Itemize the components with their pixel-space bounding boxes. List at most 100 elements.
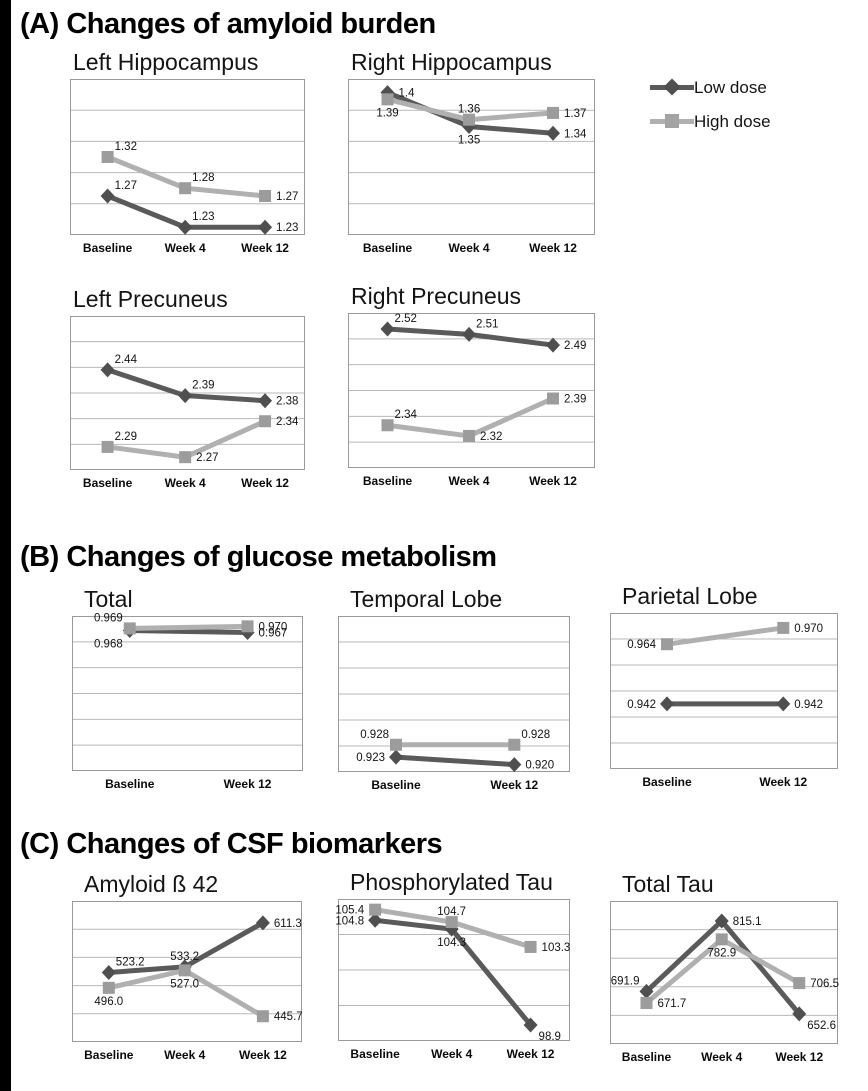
section-c-title: (C) Changes of CSF biomarkers — [20, 828, 443, 860]
x-axis-label: Baseline — [362, 241, 413, 255]
data-point-label: 496.0 — [94, 996, 123, 1008]
data-point-marker — [508, 738, 521, 751]
data-point-marker — [777, 621, 790, 634]
data-point-marker — [240, 625, 255, 641]
data-point-label: 0.970 — [794, 623, 823, 635]
data-point-marker — [507, 757, 522, 773]
x-axis-label: Week 12 — [241, 241, 289, 255]
data-point-marker — [241, 620, 254, 633]
plot-border — [70, 79, 305, 235]
x-axis-label: Baseline — [642, 775, 692, 789]
chart-title: Right Precuneus — [351, 283, 522, 309]
data-point-marker — [462, 118, 477, 134]
series-line-high-dose — [127, 623, 251, 631]
x-axis-label: Baseline — [82, 476, 133, 490]
chart-temporal-lobe: Temporal Lobe 0.923 0.920 0.928 0.928 Basel… — [338, 587, 570, 798]
chart-svg: 104.8 104.3 98.9 105.4 104.7 103.3 — [335, 899, 570, 1043]
chart-title: Left Precuneus — [73, 286, 228, 312]
chart-svg: 0.968 0.967 0.969 0.970 — [72, 612, 303, 771]
chart-svg: 1.4 1.35 1.34 1.39 1.36 1.37 — [348, 79, 595, 235]
data-point-label: 1.35 — [458, 134, 480, 146]
chart-svg: 0.923 0.920 0.928 0.928 — [338, 616, 570, 773]
data-point-marker — [463, 113, 476, 126]
data-point-label: 523.2 — [116, 957, 145, 969]
data-point-label: 533.2 — [170, 951, 199, 963]
data-point-label: 1.34 — [564, 128, 587, 140]
data-point-label: 2.34 — [276, 416, 299, 428]
x-axis-labels: Baseline Week 12 — [610, 775, 838, 795]
data-point-label: 691.9 — [611, 975, 640, 987]
data-point-marker — [462, 326, 477, 342]
data-point-label: 0.928 — [521, 729, 550, 741]
data-point-label: 1.4 — [399, 88, 416, 100]
x-axis-labels: Baseline Week 4 Week 12 — [348, 474, 595, 494]
series-line-high-dose — [664, 625, 786, 647]
data-point-label: 1.32 — [115, 141, 137, 153]
data-point-label: 0.920 — [525, 760, 554, 772]
data-point-marker — [369, 903, 382, 916]
x-axis-labels: Baseline Week 12 — [72, 777, 303, 797]
plot-area: 2.44 2.39 2.38 2.29 2.27 2.34 — [70, 316, 305, 470]
x-axis-label: Week 12 — [506, 1047, 555, 1061]
chart-phosphorylated-tau: Phosphorylated Tau 104.8 104.3 98.9 105.4 10… — [335, 869, 570, 1067]
data-point-label: 0.964 — [627, 639, 656, 651]
data-point-marker — [179, 451, 192, 464]
data-point-label: 611.3 — [274, 918, 302, 930]
plot-border — [610, 613, 838, 769]
series-line-high-dose — [106, 967, 266, 1019]
data-point-label: 0.970 — [259, 621, 288, 633]
data-point-marker — [179, 182, 192, 195]
plot-area: 1.4 1.35 1.34 1.39 1.36 1.37 — [348, 79, 595, 235]
x-axis-label: Week 12 — [759, 775, 808, 789]
chart-left-hippocampus: Left Hippocampus 1.27 1.23 1.23 1.32 1.28 1.2… — [70, 50, 305, 261]
x-axis-labels: Baseline Week 12 — [338, 778, 570, 798]
legend-item-low-dose: Low dose — [650, 74, 771, 101]
data-point-marker — [178, 964, 191, 977]
data-point-marker — [714, 913, 729, 929]
plot-border — [338, 616, 570, 772]
chart-svg: 2.52 2.51 2.49 2.34 2.32 2.39 — [348, 313, 595, 468]
x-axis-label: Baseline — [362, 474, 413, 488]
chart-title: Phosphorylated Tau — [350, 869, 553, 895]
data-point-marker — [381, 93, 394, 106]
data-point-label: 2.29 — [115, 431, 137, 443]
x-axis-label: Week 12 — [529, 241, 577, 255]
data-point-label: 1.23 — [276, 222, 298, 234]
plot-area: 691.9 815.1 652.6 671.7 782.9 706.5 — [610, 901, 839, 1044]
data-point-label: 0.968 — [94, 638, 123, 650]
data-point-label: 104.3 — [437, 937, 466, 949]
data-point-marker — [715, 933, 728, 946]
data-point-label: 105.4 — [335, 905, 364, 917]
data-point-marker — [546, 337, 561, 353]
x-axis-label: Week 12 — [775, 1050, 824, 1064]
data-point-marker — [381, 419, 394, 432]
data-point-label: 2.51 — [476, 318, 498, 330]
plot-border — [70, 316, 305, 470]
data-point-label: 104.8 — [335, 915, 364, 927]
data-point-label: 2.39 — [192, 380, 214, 392]
data-point-label: 0.923 — [356, 752, 385, 764]
data-point-marker — [444, 921, 459, 937]
data-point-label: 671.7 — [657, 998, 686, 1010]
x-axis-label: Week 4 — [164, 241, 206, 255]
data-point-label: 0.928 — [360, 729, 389, 741]
x-axis-label: Baseline — [621, 1050, 672, 1064]
data-point-marker — [258, 393, 273, 409]
data-point-marker — [546, 125, 561, 141]
x-axis-labels: Baseline Week 4 Week 12 — [610, 1050, 838, 1070]
chart-title: Left Hippocampus — [73, 49, 259, 75]
data-point-marker — [792, 1006, 807, 1022]
chart-title: Total Tau — [622, 871, 714, 897]
chart-title: Parietal Lobe — [622, 583, 758, 609]
x-axis-label: Week 4 — [431, 1047, 473, 1061]
data-point-marker — [259, 415, 272, 428]
data-point-marker — [100, 188, 115, 204]
data-point-label: 652.6 — [807, 1020, 836, 1032]
data-point-marker — [258, 219, 273, 235]
data-point-marker — [793, 977, 806, 990]
data-point-label: 527.0 — [170, 978, 199, 990]
data-point-marker — [660, 696, 674, 712]
section-a-title: (A) Changes of amyloid burden — [20, 8, 436, 40]
plot-area: 523.2 533.2 611.3 496.0 527.0 445.7 — [72, 901, 303, 1042]
data-point-marker — [101, 151, 114, 163]
